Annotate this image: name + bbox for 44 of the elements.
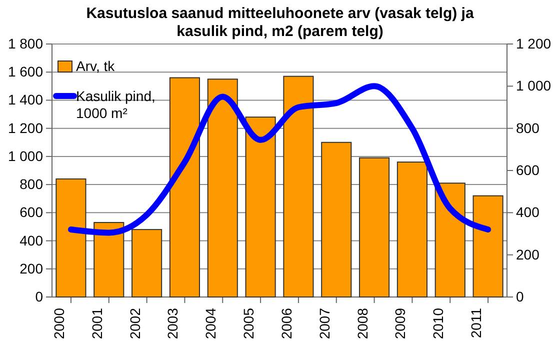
bar <box>321 142 352 298</box>
bar <box>56 178 86 298</box>
x-tick-label: 2011 <box>468 308 484 338</box>
bar <box>245 116 276 298</box>
x-tick-label: 2008 <box>354 308 370 340</box>
x-tick-label: 2004 <box>202 308 219 340</box>
bar <box>434 182 466 298</box>
y-tick-label: 1 200 <box>8 120 44 136</box>
x-tick-label: 2010 <box>430 308 446 340</box>
y-tick-label: 1 000 <box>8 148 44 164</box>
y-tick-label: 600 <box>20 204 44 220</box>
bar <box>207 78 238 298</box>
y-tick-label: 200 <box>20 260 44 276</box>
x-tick-label: 2007 <box>316 308 332 340</box>
y-tick-label: 800 <box>20 176 44 192</box>
chart-title: Kasutusloa saanud mitteeluhoonete arv (vasak telg) ja kasulik pind, m2 (parem telg) <box>86 5 474 40</box>
y2-tick-label: 1 200 <box>516 35 552 52</box>
bar <box>94 222 124 298</box>
y2-tick-label: 1 000 <box>516 78 552 94</box>
y-tick-label: 400 <box>20 232 44 248</box>
x-tick-label: 2006 <box>278 308 294 340</box>
x-tick-label: 2000 <box>50 308 67 340</box>
bar <box>472 195 504 298</box>
x-tick-label: 2009 <box>392 308 408 340</box>
y2-tick-label: 400 <box>516 204 540 220</box>
y-tick-label: 1 600 <box>8 64 44 80</box>
y2-tick-label: 200 <box>516 246 540 262</box>
bar <box>359 157 390 298</box>
bar <box>283 76 314 298</box>
legend-label: Arv, tk <box>76 58 116 74</box>
bar <box>169 77 200 298</box>
x-tick-label: 2003 <box>164 308 181 340</box>
bar <box>396 162 428 298</box>
y-tick-label: 1 400 <box>8 92 44 108</box>
y-tick-label: 1 800 <box>8 35 44 52</box>
x-tick-label: 2001 <box>88 308 105 340</box>
x-tick-label: 2005 <box>240 308 257 340</box>
y2-tick-label: 800 <box>516 120 540 136</box>
y2-tick-label: 0 <box>516 288 524 304</box>
x-tick-label: 2002 <box>126 308 143 340</box>
legend-label: Kasulik pind, 1000 m² <box>76 88 156 121</box>
y-tick-label: 0 <box>35 288 44 304</box>
y2-tick-label: 600 <box>516 162 540 178</box>
bar <box>132 229 162 298</box>
